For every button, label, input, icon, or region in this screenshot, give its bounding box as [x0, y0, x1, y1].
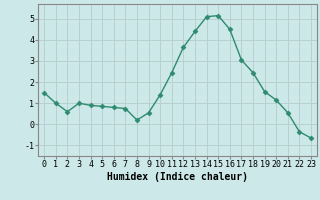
X-axis label: Humidex (Indice chaleur): Humidex (Indice chaleur)	[107, 172, 248, 182]
